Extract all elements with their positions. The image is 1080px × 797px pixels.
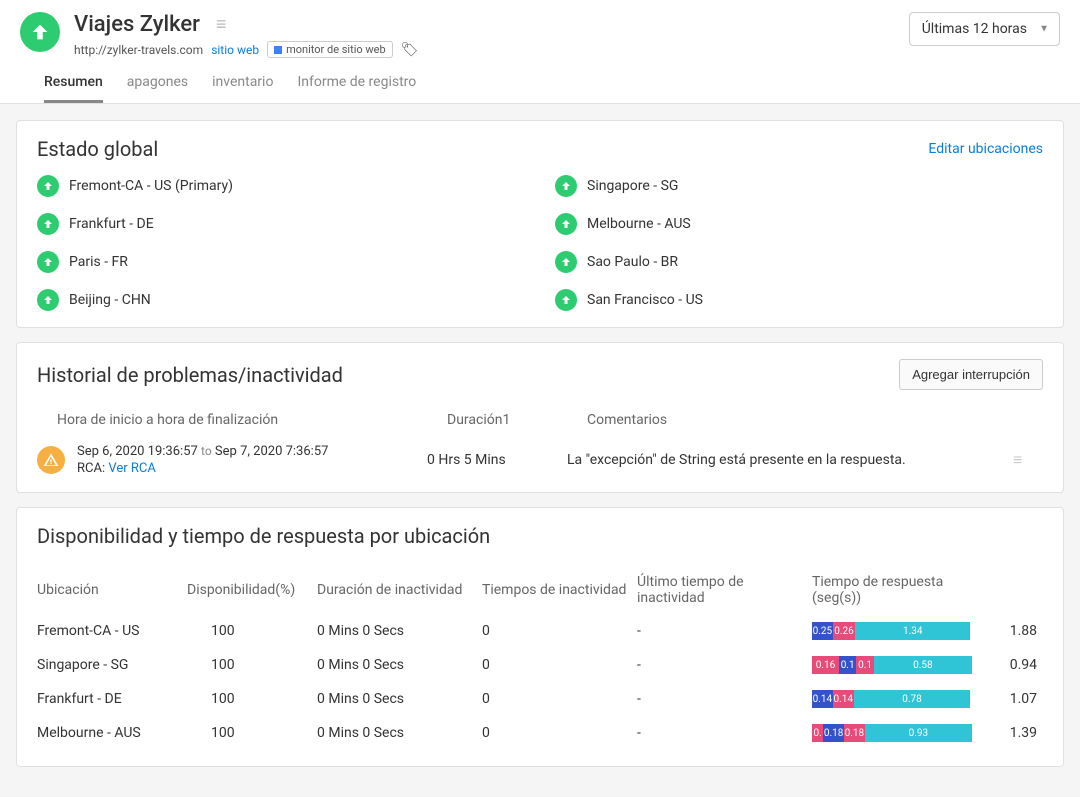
global-status-title: Estado global [37, 137, 158, 161]
avail-value: 100 [187, 657, 317, 673]
tag-icon[interactable]: 🏷 [401, 42, 419, 58]
location-name: Frankfurt - DE [69, 216, 154, 232]
up-icon [37, 251, 59, 273]
rt-total: 0.94 [993, 657, 1043, 673]
global-status-panel: Estado global Editar ubicaciones Fremont… [16, 120, 1064, 328]
count-value: 0 [482, 657, 637, 673]
up-icon [555, 251, 577, 273]
col-duration: Duración1 [447, 412, 587, 428]
avail-value: 100 [187, 623, 317, 639]
downtime-value: 0 Mins 0 Secs [317, 691, 482, 707]
count-value: 0 [482, 725, 637, 741]
col-rt: Tiempo de respuesta (seg(s)) [812, 574, 993, 606]
rca-link[interactable]: Ver RCA [108, 461, 155, 476]
availability-row: Fremont-CA - US1000 Mins 0 Secs0-0.250.2… [37, 614, 1043, 648]
site-url: http://zylker-travels.com [74, 43, 203, 57]
up-icon [37, 175, 59, 197]
avail-value: 100 [187, 725, 317, 741]
page-title: Viajes Zylker [74, 12, 200, 37]
response-time-bar: 0.140.140.78 [812, 690, 972, 708]
page-header: Viajes Zylker ≡ http://zylker-travels.co… [0, 0, 1080, 104]
loc-name: Singapore - SG [37, 657, 187, 673]
downtime-value: 0 Mins 0 Secs [317, 725, 482, 741]
availability-row: Frankfurt - DE1000 Mins 0 Secs0-0.140.14… [37, 682, 1043, 716]
availability-title: Disponibilidad y tiempo de respuesta por… [37, 524, 490, 548]
location-item: Singapore - SG [555, 175, 1043, 197]
site-link[interactable]: sitio web [211, 43, 259, 57]
col-comments: Comentarios [587, 412, 1013, 428]
warning-icon [37, 446, 65, 474]
up-icon [37, 213, 59, 235]
tab-inventario[interactable]: inventario [212, 74, 273, 103]
col-avail: Disponibilidad(%) [187, 582, 317, 598]
location-item: Frankfurt - DE [37, 213, 525, 235]
history-row: Sep 6, 2020 19:36:57 to Sep 7, 2020 7:36… [37, 438, 1043, 482]
tab-apagones[interactable]: apagones [127, 74, 188, 103]
location-item: San Francisco - US [555, 289, 1043, 311]
location-name: Sao Paulo - BR [587, 254, 678, 270]
count-value: 0 [482, 691, 637, 707]
up-icon [555, 175, 577, 197]
add-outage-button[interactable]: Agregar interrupción [899, 359, 1043, 390]
last-value: - [637, 691, 812, 707]
last-value: - [637, 623, 812, 639]
location-item: Melbourne - AUS [555, 213, 1043, 235]
tabs: Resumen apagones inventario Informe de regi… [44, 74, 1060, 103]
availability-panel: Disponibilidad y tiempo de respuesta por… [16, 507, 1064, 767]
response-time-bar: 0.160.10.10.58 [812, 656, 972, 674]
location-item: Sao Paulo - BR [555, 251, 1043, 273]
tab-informe-de-registro[interactable]: Informe de registro [297, 74, 416, 103]
downtime-value: 0 Mins 0 Secs [317, 623, 482, 639]
title-menu-icon[interactable]: ≡ [216, 14, 227, 35]
count-value: 0 [482, 623, 637, 639]
comment-value: La "excepción" de String está presente e… [567, 452, 1013, 468]
last-value: - [637, 725, 812, 741]
duration-value: 0 Hrs 5 Mins [427, 452, 567, 468]
col-downtime: Duración de inactividad [317, 582, 482, 598]
last-value: - [637, 657, 812, 673]
row-menu-icon[interactable]: ≡ [1013, 450, 1043, 470]
edit-locations-link[interactable]: Editar ubicaciones [928, 141, 1043, 157]
downtime-value: 0 Mins 0 Secs [317, 657, 482, 673]
history-title: Historial de problemas/inactividad [37, 363, 343, 387]
location-name: Melbourne - AUS [587, 216, 691, 232]
tab-resumen[interactable]: Resumen [44, 74, 103, 103]
location-item: Paris - FR [37, 251, 525, 273]
response-time-bar: 0.0.180.180.93 [812, 724, 972, 742]
col-time: Hora de inicio a hora de finalización [57, 412, 447, 428]
loc-name: Melbourne - AUS [37, 725, 187, 741]
response-time-bar: 0.250.261.34 [812, 622, 972, 640]
outage-time: Sep 6, 2020 19:36:57 to Sep 7, 2020 7:36… [77, 444, 328, 459]
avail-value: 100 [187, 691, 317, 707]
location-item: Beijing - CHN [37, 289, 525, 311]
rt-total: 1.39 [993, 725, 1043, 741]
rt-total: 1.88 [993, 623, 1043, 639]
location-name: Fremont-CA - US (Primary) [69, 178, 233, 194]
location-name: Singapore - SG [587, 178, 678, 194]
up-icon [37, 289, 59, 311]
history-panel: Historial de problemas/inactividad Agreg… [16, 342, 1064, 493]
availability-row: Singapore - SG1000 Mins 0 Secs0-0.160.10… [37, 648, 1043, 682]
loc-name: Fremont-CA - US [37, 623, 187, 639]
col-location: Ubicación [37, 582, 187, 598]
rca-line: RCA: Ver RCA [77, 461, 328, 476]
status-up-icon [20, 12, 60, 52]
location-name: Paris - FR [69, 254, 128, 270]
up-icon [555, 289, 577, 311]
location-item: Fremont-CA - US (Primary) [37, 175, 525, 197]
rt-total: 1.07 [993, 691, 1043, 707]
time-range-select[interactable]: Últimas 12 horas [909, 12, 1060, 46]
loc-name: Frankfurt - DE [37, 691, 187, 707]
location-name: Beijing - CHN [69, 292, 151, 308]
col-count: Tiempos de inactividad [482, 582, 637, 598]
col-last: Último tiempo de inactividad [637, 574, 812, 606]
monitor-tag: monitor de sitio web [267, 41, 393, 58]
availability-row: Melbourne - AUS1000 Mins 0 Secs0-0.0.180… [37, 716, 1043, 750]
location-name: San Francisco - US [587, 292, 703, 308]
up-icon [555, 213, 577, 235]
